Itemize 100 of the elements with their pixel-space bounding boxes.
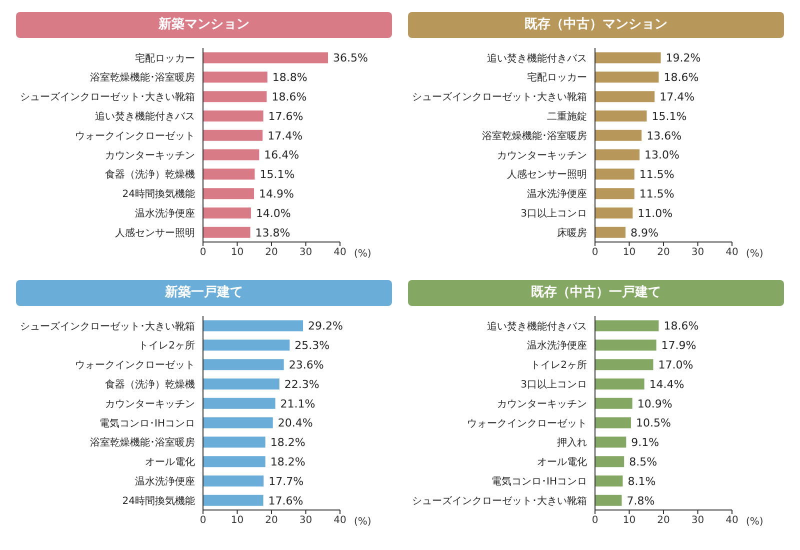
bar (203, 149, 260, 160)
chart-title: 既存（中古）一戸建て (408, 280, 784, 306)
y-tick-label: シューズインクローゼット･大きい靴箱 (20, 91, 195, 104)
y-tick-label: 追い焚き機能付きバス (95, 110, 195, 122)
chart-title: 新築一戸建て (16, 280, 392, 306)
bar (203, 91, 267, 102)
data-label: 8.5% (629, 455, 658, 468)
chart-title: 既存（中古）マンション (408, 12, 784, 38)
y-tick-label: 追い焚き機能付きバス (487, 52, 587, 64)
data-label: 17.6% (268, 494, 304, 508)
data-label: 8.9% (630, 226, 658, 240)
y-tick-label: 宅配ロッカー (135, 52, 195, 64)
y-tick-label: 浴室乾燥機能･浴室暖房 (482, 130, 587, 142)
y-tick-label: 24時間換気機能 (122, 494, 195, 507)
y-tick-label: カウンターキッチン (497, 398, 587, 410)
x-axis-title: (%) (746, 248, 764, 260)
bar (595, 378, 644, 390)
y-tick-label: 床暖房 (557, 226, 587, 239)
bar (595, 456, 624, 468)
y-tick-label: ウォークインクローゼット (75, 130, 195, 142)
x-tick-label: 0 (200, 515, 206, 526)
data-label: 13.0% (644, 148, 680, 162)
data-label: 14.0% (256, 206, 291, 220)
bar (595, 475, 623, 486)
x-axis-title: (%) (354, 248, 372, 260)
bar (595, 226, 626, 238)
bar (203, 417, 273, 428)
y-tick-label: 追い焚き機能付きバス (487, 320, 587, 332)
data-label: 23.6% (288, 358, 324, 372)
bar (595, 91, 655, 102)
bar (203, 207, 251, 218)
data-label: 18.8% (272, 71, 308, 84)
bar (203, 494, 264, 506)
y-tick-label: 押入れ (557, 436, 587, 449)
bar (203, 52, 328, 64)
data-label: 17.4% (660, 90, 695, 104)
x-tick-label: 30 (691, 247, 704, 258)
y-tick-label: 食器（洗浄）乾燥機 (105, 378, 195, 390)
y-tick-label: 宅配ロッカー (527, 72, 587, 84)
bar (595, 398, 632, 409)
x-tick-label: 10 (230, 515, 244, 526)
bar (595, 494, 622, 506)
data-label: 13.8% (255, 226, 290, 240)
data-label: 29.2% (308, 320, 343, 333)
data-label: 18.6% (664, 71, 699, 84)
data-label: 17.9% (661, 339, 696, 352)
y-tick-label: オール電化 (145, 456, 195, 468)
y-tick-label: カウンターキッチン (105, 150, 195, 162)
x-tick-label: 20 (265, 247, 278, 258)
data-label: 9.1% (631, 436, 660, 450)
x-tick-label: 20 (657, 247, 670, 258)
bar (203, 320, 304, 332)
data-label: 10.9% (637, 397, 672, 410)
y-tick-label: 温水洗浄便座 (527, 340, 587, 352)
bar (595, 436, 626, 448)
y-tick-label: 電気コンロ･IHコンロ (492, 476, 587, 488)
bar (595, 149, 640, 160)
data-label: 15.1% (652, 110, 687, 123)
y-tick-label: 人感センサー照明 (507, 168, 587, 181)
data-label: 18.6% (664, 320, 699, 333)
bar (203, 130, 263, 141)
y-tick-label: 24時間換気機能 (122, 188, 195, 200)
bar (203, 168, 255, 180)
x-tick-label: 30 (299, 515, 312, 526)
x-tick-label: 40 (334, 247, 346, 258)
data-label: 16.4% (264, 148, 300, 162)
bar (595, 168, 634, 180)
data-label: 18.6% (272, 90, 307, 104)
y-tick-label: ウォークインクローゼット (75, 360, 195, 372)
bar (595, 359, 654, 370)
data-label: 18.2% (270, 455, 306, 468)
bar (203, 226, 250, 238)
bar (203, 359, 284, 370)
y-tick-label: 二重施錠 (547, 110, 587, 122)
y-tick-label: シューズインクローゼット･大きい靴箱 (412, 91, 587, 104)
data-label: 10.5% (636, 416, 671, 430)
chart-title: 新築マンション (16, 12, 392, 38)
x-tick-label: 20 (265, 515, 278, 526)
data-label: 14.4% (649, 378, 684, 391)
data-label: 15.1% (260, 168, 295, 182)
y-tick-label: 温水洗浄便座 (527, 188, 587, 200)
bar (595, 417, 631, 428)
y-tick-label: トイレ2ヶ所 (138, 340, 195, 352)
x-axis-title: (%) (354, 516, 372, 528)
data-label: 36.5% (333, 52, 368, 65)
y-tick-label: オール電化 (537, 456, 587, 468)
bar (203, 378, 280, 390)
bar (203, 188, 254, 200)
bar (203, 475, 264, 486)
data-label: 13.6% (646, 129, 682, 142)
y-tick-label: ウォークインクローゼット (467, 418, 587, 430)
y-tick-label: 電気コンロ･IHコンロ (100, 418, 195, 430)
x-tick-label: 0 (592, 515, 598, 526)
y-tick-label: 浴室乾燥機能･浴室暖房 (90, 72, 195, 84)
data-label: 20.4% (278, 416, 313, 430)
bar (203, 436, 266, 448)
data-label: 17.0% (658, 358, 694, 372)
y-tick-label: 3口以上コンロ (520, 207, 587, 220)
y-tick-label: 人感センサー照明 (115, 226, 195, 239)
x-tick-label: 40 (334, 515, 346, 526)
